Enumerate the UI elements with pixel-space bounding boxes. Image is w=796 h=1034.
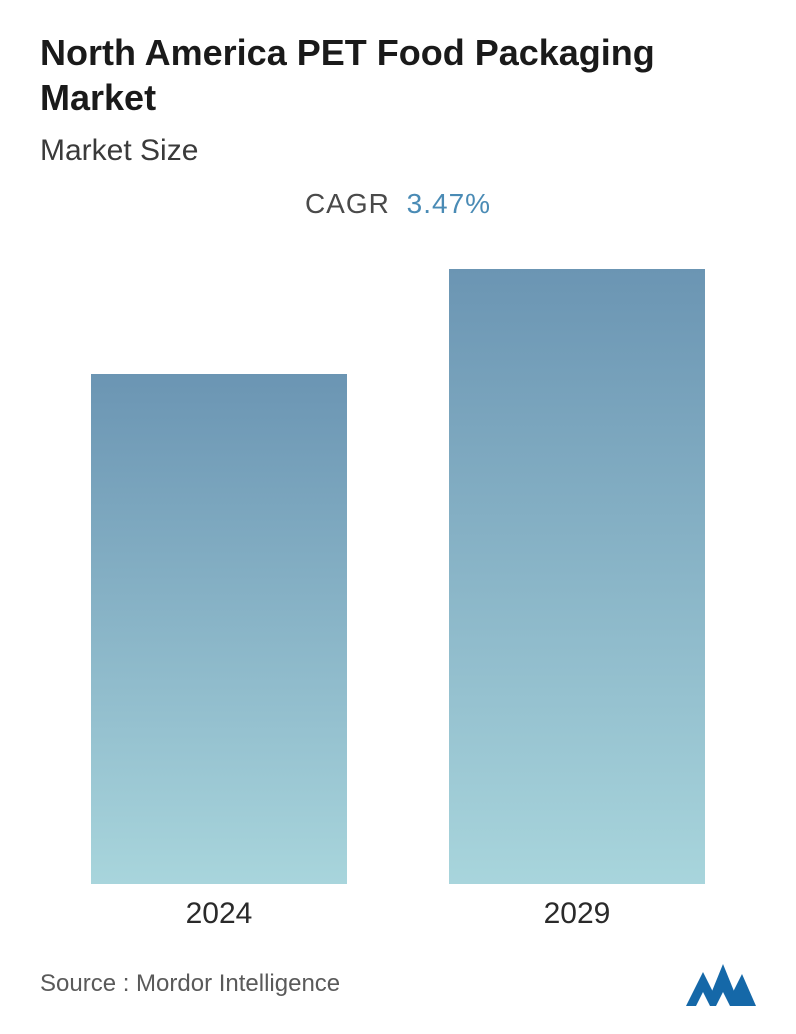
bars-holder: [40, 240, 756, 884]
category-labels: 2024 2029: [40, 894, 756, 934]
chart-subtitle: Market Size: [40, 134, 756, 168]
brand-logo: [686, 962, 756, 1006]
source-text: Source : Mordor Intelligence: [40, 970, 340, 998]
bar-wrap-1: [412, 269, 741, 884]
cagr-row: CAGR 3.47%: [40, 188, 756, 220]
mn-logo-icon: [686, 962, 756, 1006]
category-label-1: 2029: [412, 897, 741, 931]
chart-area: 2024 2029: [40, 240, 756, 944]
chart-title: North America PET Food Packaging Market: [40, 30, 756, 120]
chart-container: North America PET Food Packaging Market …: [0, 0, 796, 1034]
cagr-label: CAGR: [305, 188, 390, 219]
category-label-0: 2024: [54, 897, 383, 931]
cagr-value: 3.47%: [407, 188, 491, 219]
bar-0: [91, 374, 348, 884]
footer: Source : Mordor Intelligence: [40, 944, 756, 1004]
bar-1: [449, 269, 706, 884]
bar-wrap-0: [54, 374, 383, 884]
